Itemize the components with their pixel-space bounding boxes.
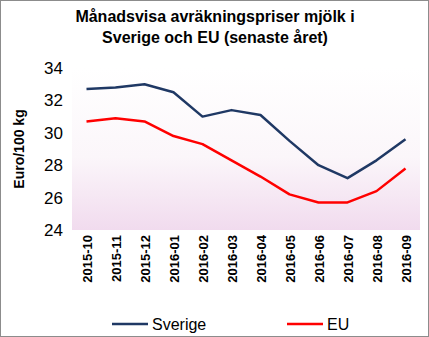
x-tick-label: 2016-03	[225, 235, 240, 283]
x-tick-label: 2015-12	[138, 235, 153, 283]
y-axis-label: Euro/100 kg	[11, 109, 27, 188]
x-tick-label: 2016-06	[312, 235, 327, 283]
x-tick-label: 2015-11	[109, 235, 124, 282]
y-tick-label: 34	[44, 59, 63, 78]
y-tick-label: 26	[44, 189, 63, 208]
legend-swatch	[112, 323, 148, 326]
x-tick-label: 2016-05	[283, 235, 298, 283]
x-tick-label: 2016-02	[196, 235, 211, 283]
series-group	[87, 84, 406, 202]
y-tick-label: 28	[44, 156, 63, 175]
x-tick-label: 2016-09	[399, 235, 414, 283]
x-tick-label: 2016-04	[254, 234, 269, 282]
chart-border	[1, 1, 429, 337]
x-tick-label: 2016-07	[341, 235, 356, 283]
x-tick-label: 2016-08	[370, 235, 385, 283]
y-tick-label: 30	[44, 124, 63, 143]
title-line: Sverige och EU (senaste året)	[102, 29, 328, 46]
y-tick-label: 32	[44, 91, 63, 110]
legend-label: Sverige	[152, 316, 206, 333]
title-line: Månadsvisa avräkningspriser mjölk i	[75, 8, 354, 25]
x-tick-label: 2015-10	[80, 235, 95, 283]
title: Månadsvisa avräkningspriser mjölk i Sveri…	[75, 8, 354, 46]
y-tick-label: 24	[44, 221, 63, 240]
series-line	[87, 84, 406, 178]
legend-swatch	[287, 323, 323, 326]
series-line	[87, 118, 406, 202]
chart: Månadsvisa avräkningspriser mjölk i Sveri…	[0, 0, 429, 337]
legend-label: EU	[327, 316, 349, 333]
plot-area	[72, 68, 420, 230]
x-tick-label: 2016-01	[167, 235, 182, 283]
